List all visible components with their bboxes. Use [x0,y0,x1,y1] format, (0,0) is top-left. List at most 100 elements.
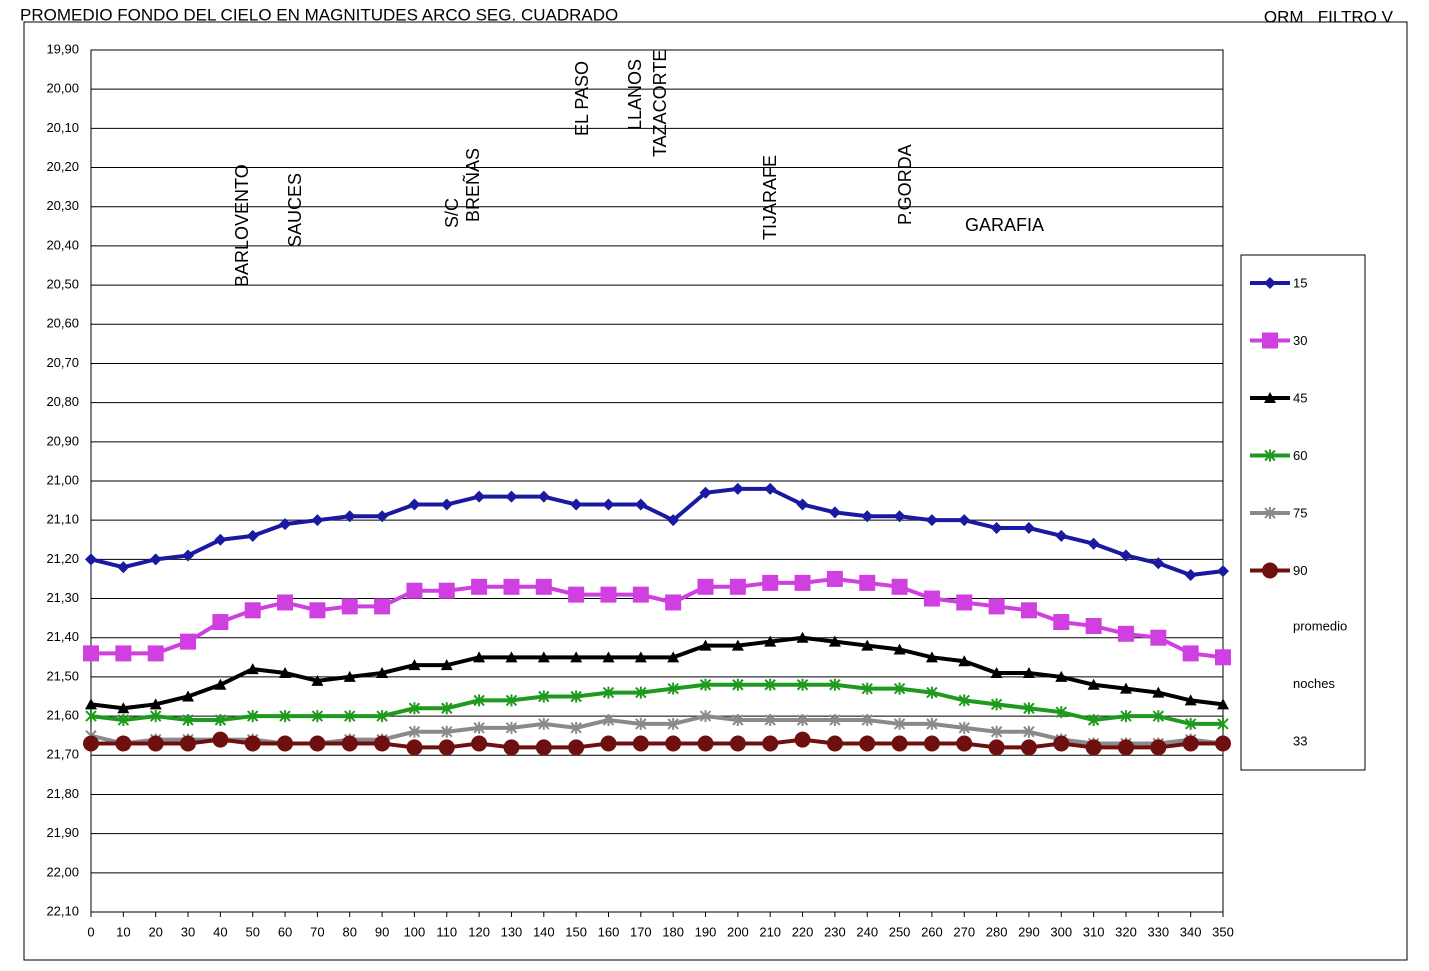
marker [1150,629,1167,646]
marker [1119,549,1132,562]
marker [667,682,679,695]
marker [311,710,324,723]
marker [731,482,744,495]
marker [699,486,712,499]
marker [117,702,130,714]
x-tick-label: 250 [889,924,911,939]
marker [796,631,809,643]
marker [667,514,680,527]
marker [344,710,356,723]
marker [182,714,194,727]
marker [473,721,485,734]
marker [341,735,358,752]
marker [1117,625,1134,642]
legend-note: noches [1293,676,1335,691]
marker [602,651,615,663]
y-tick-label: 21,70 [46,747,79,762]
annotation: TAZACORTE [650,50,670,157]
marker [958,655,971,667]
marker [764,678,776,691]
y-tick-label: 21,10 [46,512,79,527]
marker [182,549,195,562]
marker [602,498,615,511]
marker [1264,277,1276,289]
marker [440,498,453,511]
x-tick-label: 290 [1018,924,1040,939]
y-tick-label: 20,40 [46,237,79,252]
marker [732,714,744,727]
marker [1020,739,1037,756]
marker [635,717,647,730]
marker [85,698,97,710]
marker [343,670,356,682]
marker [473,490,486,503]
y-tick-label: 20,90 [46,433,79,448]
annotation: BARLOVENTO [232,164,252,287]
marker [1152,557,1165,570]
marker [83,735,99,752]
x-tick-label: 240 [856,924,878,939]
marker [374,735,391,752]
annotation: BREÑAS [462,148,483,222]
marker [343,510,356,523]
marker [180,633,197,650]
marker [1053,614,1070,631]
series [85,631,1229,714]
marker [861,639,874,651]
marker [1217,565,1229,578]
y-tick-label: 20,50 [46,277,79,292]
marker [1217,698,1229,710]
series [83,731,1231,756]
marker [83,645,99,662]
x-tick-label: 230 [824,924,846,939]
marker [794,731,811,748]
marker [568,586,585,603]
marker [1152,710,1165,723]
x-tick-label: 140 [533,924,555,939]
marker [473,694,485,707]
annotation: TIJARAFE [760,155,780,240]
marker [635,686,647,699]
y-tick-label: 21,50 [46,668,79,683]
marker [764,482,777,495]
marker [1215,649,1231,666]
x-tick-label: 210 [759,924,781,939]
marker [277,594,294,611]
marker [1085,617,1102,634]
marker [1055,706,1067,719]
marker [632,735,649,752]
marker [568,739,585,756]
marker [537,651,550,663]
marker [279,518,292,531]
marker [988,598,1005,615]
marker [667,651,680,663]
marker [1262,332,1278,349]
marker [826,735,843,752]
marker [697,578,714,595]
marker [762,574,779,591]
marker [537,490,550,503]
marker [861,714,873,727]
y-tick-label: 21,00 [46,472,79,487]
x-tick-label: 70 [310,924,324,939]
marker [441,702,453,715]
marker [990,522,1003,535]
marker [665,735,682,752]
marker [311,674,324,686]
marker [149,698,162,710]
marker [408,725,421,738]
x-tick-label: 30 [181,924,195,939]
legend-label: 90 [1293,563,1307,578]
marker [796,714,809,727]
marker [891,578,908,595]
marker [634,498,647,511]
x-tick-label: 160 [598,924,620,939]
x-tick-label: 110 [436,924,457,939]
series-line [90,714,1224,746]
marker [212,731,229,748]
marker [891,735,908,752]
marker [893,682,906,695]
marker [117,714,130,727]
marker [794,574,811,591]
x-tick-label: 170 [630,924,652,939]
